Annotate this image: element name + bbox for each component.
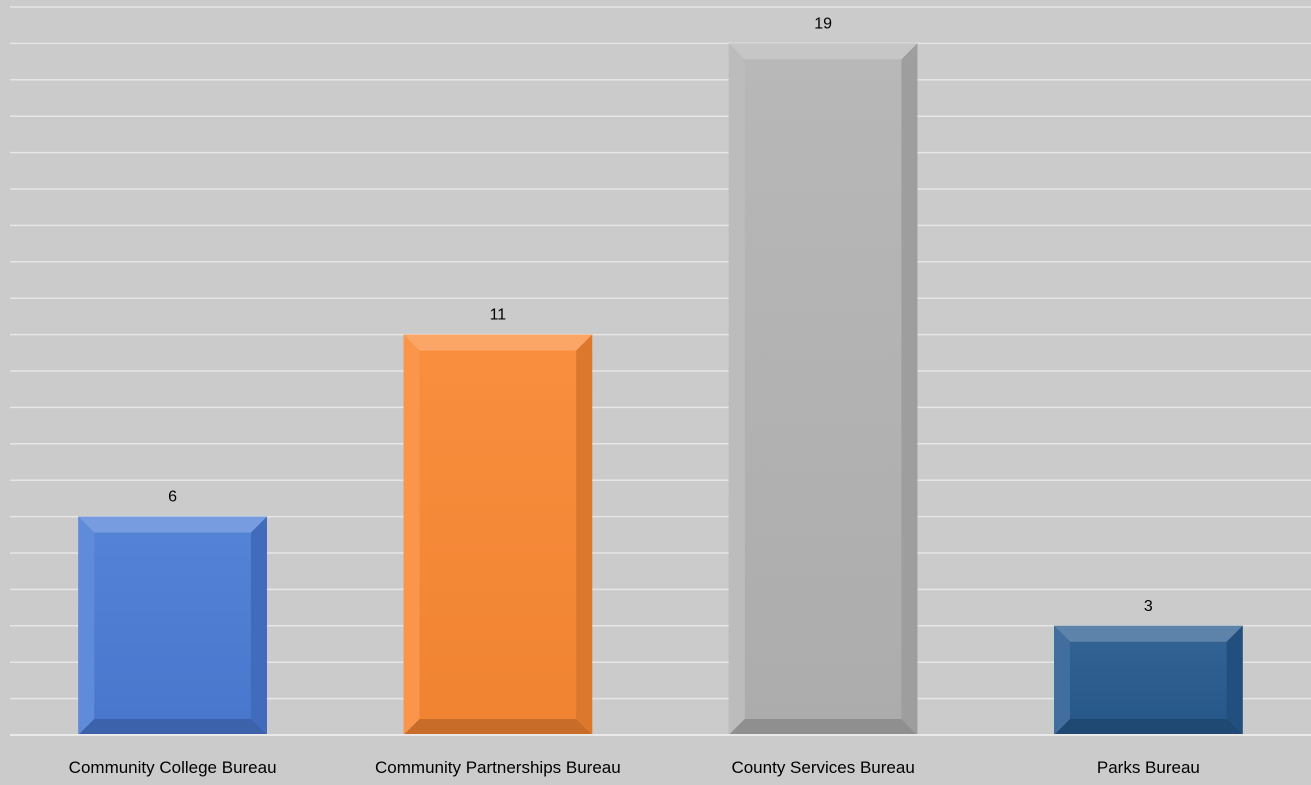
- bar-bevel-left: [1054, 625, 1071, 735]
- bar-bevel-top: [728, 43, 918, 60]
- bar-bevel-left: [78, 516, 95, 735]
- bar-bevel-top: [1054, 625, 1243, 642]
- bar-3: [1054, 625, 1243, 735]
- bar: [403, 334, 593, 735]
- data-label: 3: [1144, 598, 1153, 615]
- bar-bevel-right: [576, 334, 593, 735]
- bar-bevel-left: [403, 334, 420, 735]
- bar-bevel-left: [728, 43, 745, 735]
- bar-1: [403, 334, 593, 735]
- data-label: 6: [168, 489, 177, 506]
- data-label: 19: [814, 15, 832, 32]
- bar-bevel-bottom: [403, 719, 593, 735]
- bar-bevel-right: [901, 43, 918, 735]
- data-label: 11: [490, 307, 507, 324]
- bar-bevel-bottom: [728, 719, 918, 735]
- bar-bevel-top: [78, 516, 267, 533]
- bars: [78, 43, 1243, 735]
- x-tick-label: Community Partnerships Bureau: [375, 758, 621, 777]
- bar-bevel-bottom: [1054, 719, 1243, 735]
- labels: 6 Community College Bureau 11 Community Par…: [69, 15, 1200, 777]
- bar-bevel-bottom: [78, 719, 267, 735]
- x-tick-label: Community College Bureau: [69, 758, 277, 777]
- bar-bevel-right: [1226, 625, 1243, 735]
- bar: [728, 43, 918, 735]
- bar: [1054, 625, 1243, 735]
- bar: [78, 516, 267, 735]
- x-tick-label: County Services Bureau: [731, 758, 914, 777]
- x-tick-label: Parks Bureau: [1097, 758, 1200, 777]
- bar-2: [728, 43, 918, 735]
- bar-bevel-right: [250, 516, 267, 735]
- bar-0: [78, 516, 267, 735]
- bar-bevel-top: [403, 334, 593, 351]
